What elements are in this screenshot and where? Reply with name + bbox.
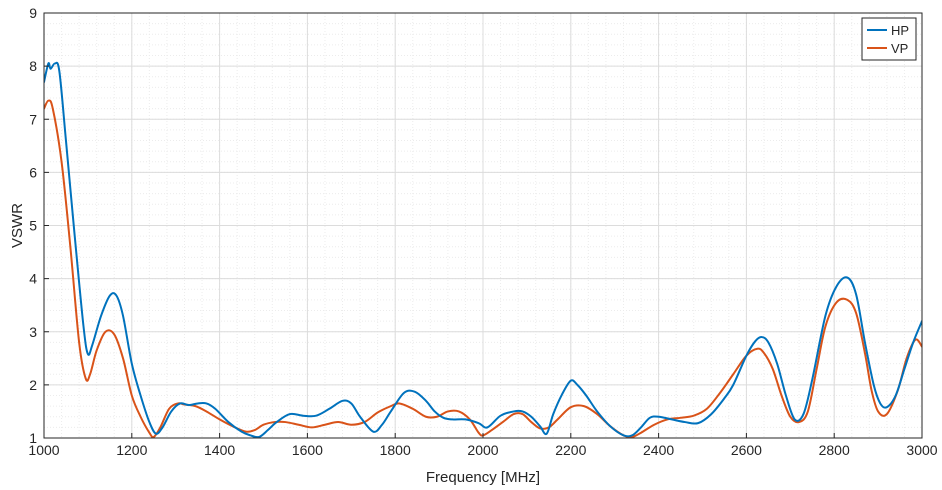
x-axis-title: Frequency [MHz] [426, 469, 540, 486]
legend-label-hp: HP [891, 23, 909, 38]
x-tick-label: 2600 [731, 442, 762, 458]
x-tick-label: 1800 [380, 442, 411, 458]
x-tick-label: 1400 [204, 442, 235, 458]
y-tick-label: 3 [29, 324, 37, 340]
x-tick-label: 1200 [116, 442, 147, 458]
y-tick-label: 1 [29, 430, 37, 446]
y-tick-label: 4 [29, 271, 37, 287]
x-tick-label: 2200 [555, 442, 586, 458]
x-tick-label: 2400 [643, 442, 674, 458]
y-tick-label: 8 [29, 58, 37, 74]
legend-label-vp: VP [891, 41, 908, 56]
legend: HP VP [861, 17, 917, 61]
y-tick-label: 9 [29, 5, 37, 21]
x-tick-label: 1000 [28, 442, 59, 458]
series-layer [44, 61, 922, 438]
y-tick-label: 5 [29, 218, 37, 234]
x-tick-label: 2800 [819, 442, 850, 458]
y-axis-ticks: 1 2 3 4 5 6 7 8 9 [29, 5, 49, 446]
x-tick-label: 3000 [906, 442, 937, 458]
y-axis-title: VSWR [9, 203, 26, 248]
legend-box [861, 17, 917, 61]
series-line-vp [44, 99, 922, 438]
y-tick-label: 6 [29, 164, 37, 180]
x-tick-label: 1600 [292, 442, 323, 458]
x-axis-ticks: 1000 1200 1400 1600 1800 2000 2200 2400 2600 2800… [28, 433, 938, 458]
y-tick-label: 2 [29, 377, 37, 393]
x-tick-label: 2000 [467, 442, 498, 458]
series-line-hp [44, 61, 922, 438]
y-tick-label: 7 [29, 111, 37, 127]
